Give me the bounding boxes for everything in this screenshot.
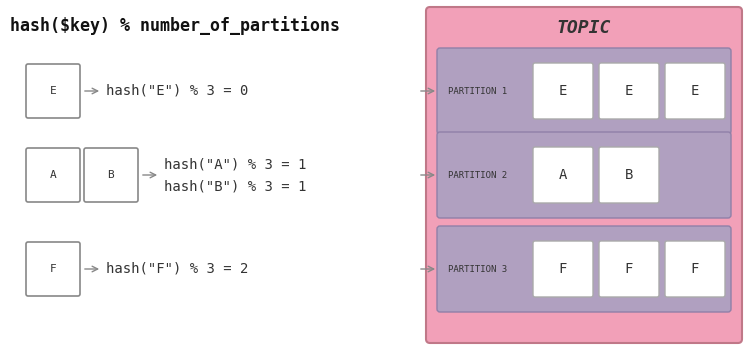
FancyBboxPatch shape	[437, 226, 731, 312]
FancyBboxPatch shape	[665, 63, 725, 119]
Text: TOPIC: TOPIC	[556, 19, 611, 37]
FancyBboxPatch shape	[26, 242, 80, 296]
Text: F: F	[50, 264, 56, 274]
FancyBboxPatch shape	[599, 63, 659, 119]
Text: E: E	[625, 84, 633, 98]
FancyBboxPatch shape	[599, 147, 659, 203]
Text: F: F	[691, 262, 699, 276]
Text: PARTITION 1: PARTITION 1	[448, 86, 507, 95]
FancyBboxPatch shape	[437, 48, 731, 134]
Text: hash("A") % 3 = 1: hash("A") % 3 = 1	[164, 157, 306, 171]
FancyBboxPatch shape	[26, 64, 80, 118]
FancyBboxPatch shape	[84, 148, 138, 202]
Text: F: F	[559, 262, 567, 276]
Text: B: B	[108, 170, 114, 180]
FancyBboxPatch shape	[533, 241, 593, 297]
Text: E: E	[559, 84, 567, 98]
Text: E: E	[50, 86, 56, 96]
Text: hash("E") % 3 = 0: hash("E") % 3 = 0	[106, 84, 248, 98]
Text: B: B	[625, 168, 633, 182]
FancyBboxPatch shape	[437, 132, 731, 218]
Text: hash("B") % 3 = 1: hash("B") % 3 = 1	[164, 179, 306, 193]
FancyBboxPatch shape	[665, 241, 725, 297]
FancyBboxPatch shape	[599, 241, 659, 297]
Text: PARTITION 2: PARTITION 2	[448, 171, 507, 179]
FancyBboxPatch shape	[533, 147, 593, 203]
Text: A: A	[50, 170, 56, 180]
Text: hash($key) % number_of_partitions: hash($key) % number_of_partitions	[10, 16, 340, 35]
Text: hash("F") % 3 = 2: hash("F") % 3 = 2	[106, 262, 248, 276]
FancyBboxPatch shape	[533, 63, 593, 119]
Text: A: A	[559, 168, 567, 182]
Text: PARTITION 3: PARTITION 3	[448, 265, 507, 273]
Text: E: E	[691, 84, 699, 98]
Text: F: F	[625, 262, 633, 276]
FancyBboxPatch shape	[426, 7, 742, 343]
FancyBboxPatch shape	[26, 148, 80, 202]
